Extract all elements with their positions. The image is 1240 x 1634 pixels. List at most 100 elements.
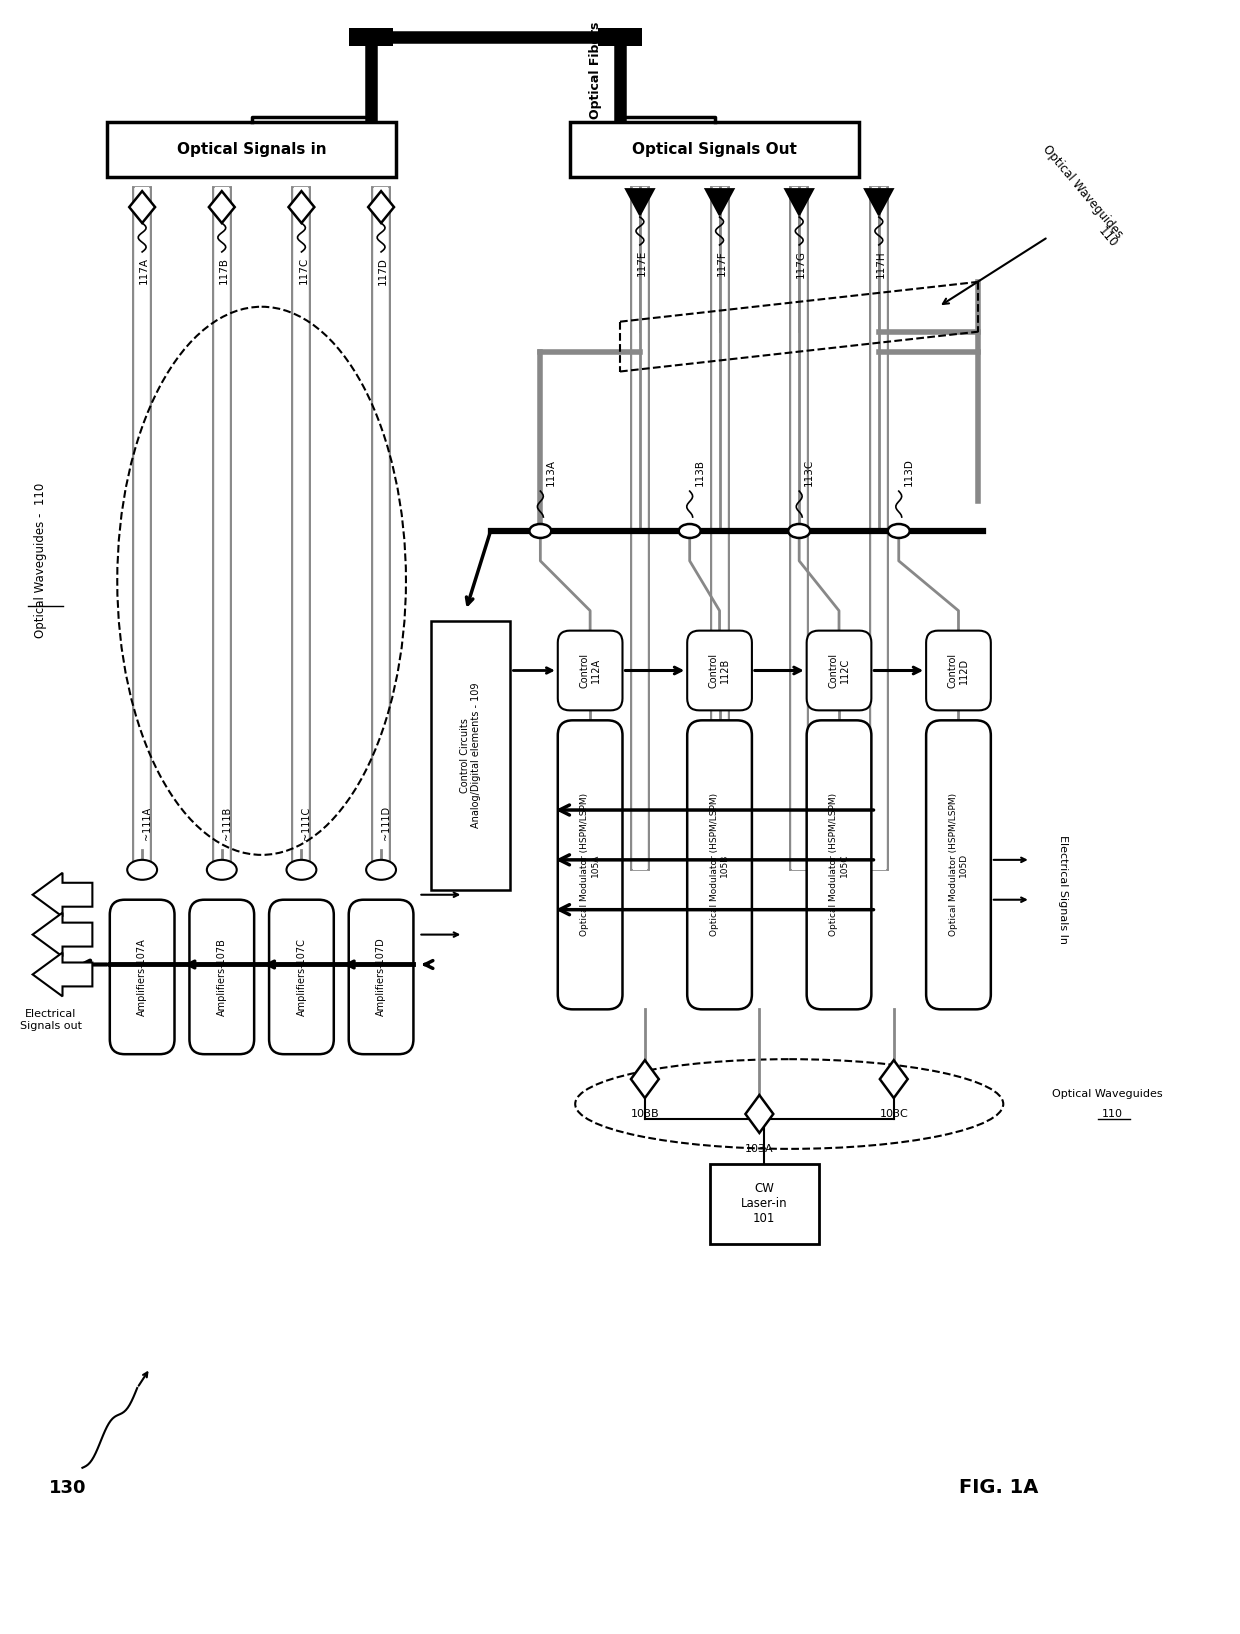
Text: 113B: 113B: [694, 459, 704, 487]
FancyBboxPatch shape: [687, 721, 751, 1010]
Text: Amplifiers-107D: Amplifiers-107D: [376, 938, 386, 1016]
Polygon shape: [32, 913, 92, 956]
Text: Control Circuits
Analog/Digital elements - 109: Control Circuits Analog/Digital elements…: [460, 683, 481, 828]
Text: 103C: 103C: [879, 1109, 908, 1119]
Bar: [372, 188, 391, 869]
Bar: [792, 188, 806, 869]
Bar: [790, 188, 808, 869]
Text: Optical Waveguides: Optical Waveguides: [1040, 144, 1126, 242]
Polygon shape: [864, 190, 893, 216]
Ellipse shape: [366, 859, 396, 879]
Text: 117G: 117G: [796, 250, 806, 278]
Text: 117E: 117E: [637, 250, 647, 276]
Text: 103A: 103A: [745, 1144, 774, 1154]
Polygon shape: [626, 190, 653, 216]
Polygon shape: [631, 1060, 658, 1098]
Text: Amplifiers-107B: Amplifiers-107B: [217, 938, 227, 1016]
Ellipse shape: [888, 525, 910, 538]
Text: Optical Waveguides -  110: Optical Waveguides - 110: [35, 484, 47, 639]
Text: Optical Waveguides: Optical Waveguides: [1053, 1088, 1163, 1100]
Bar: [374, 188, 388, 869]
Bar: [133, 188, 151, 869]
FancyBboxPatch shape: [558, 631, 622, 711]
Bar: [632, 188, 647, 869]
Text: Electrical
Signals out: Electrical Signals out: [20, 1010, 82, 1031]
Text: 113D: 113D: [904, 458, 914, 487]
Text: CW
Laser-in
101: CW Laser-in 101: [742, 1181, 787, 1226]
Text: 113C: 113C: [805, 459, 815, 487]
Ellipse shape: [286, 859, 316, 879]
Text: Optical Signals Out: Optical Signals Out: [632, 142, 797, 157]
Polygon shape: [32, 953, 92, 997]
Polygon shape: [289, 191, 315, 222]
Bar: [430, 621, 511, 891]
Ellipse shape: [789, 525, 810, 538]
Text: Electrical Signals In: Electrical Signals In: [1058, 835, 1068, 944]
Bar: [350, 28, 393, 46]
Text: 117B: 117B: [218, 257, 229, 284]
Text: ~111D: ~111D: [381, 806, 391, 840]
FancyBboxPatch shape: [926, 721, 991, 1010]
Text: ~111A: ~111A: [143, 807, 153, 840]
Bar: [711, 188, 729, 869]
Text: ~111B: ~111B: [222, 807, 232, 840]
Ellipse shape: [529, 525, 552, 538]
Polygon shape: [129, 191, 155, 222]
Polygon shape: [208, 191, 234, 222]
Text: 117A: 117A: [139, 257, 149, 284]
Bar: [570, 123, 859, 176]
FancyBboxPatch shape: [558, 721, 622, 1010]
Text: Optical Signals in: Optical Signals in: [177, 142, 326, 157]
Text: Amplifiers-107C: Amplifiers-107C: [296, 938, 306, 1016]
Text: 117H: 117H: [875, 250, 885, 278]
Text: Optical Modulator (HSPM/LSPM)
105C: Optical Modulator (HSPM/LSPM) 105C: [830, 792, 848, 936]
Ellipse shape: [678, 525, 701, 538]
Bar: [709, 1163, 820, 1243]
Polygon shape: [706, 190, 734, 216]
Polygon shape: [880, 1060, 908, 1098]
Text: Optical Fibers: Optical Fibers: [589, 21, 601, 119]
Bar: [872, 188, 885, 869]
Text: Control
112A: Control 112A: [579, 654, 601, 688]
Bar: [108, 123, 396, 176]
FancyBboxPatch shape: [110, 900, 175, 1054]
Text: Control
112D: Control 112D: [947, 654, 970, 688]
Text: 117F: 117F: [717, 250, 727, 276]
Text: Amplifiers-107A: Amplifiers-107A: [138, 938, 148, 1016]
FancyBboxPatch shape: [269, 900, 334, 1054]
Bar: [631, 188, 649, 869]
Text: 110: 110: [1102, 1109, 1123, 1119]
Text: Control
112B: Control 112B: [709, 654, 730, 688]
Polygon shape: [368, 191, 394, 222]
FancyBboxPatch shape: [926, 631, 991, 711]
Bar: [215, 188, 228, 869]
Polygon shape: [745, 1095, 774, 1132]
Bar: [870, 188, 888, 869]
Text: 113A: 113A: [546, 459, 556, 487]
Text: Control
112C: Control 112C: [828, 654, 849, 688]
Bar: [293, 188, 310, 869]
Bar: [213, 188, 231, 869]
FancyBboxPatch shape: [190, 900, 254, 1054]
Bar: [135, 188, 149, 869]
FancyBboxPatch shape: [687, 631, 751, 711]
Text: 130: 130: [48, 1479, 87, 1497]
FancyBboxPatch shape: [348, 900, 413, 1054]
Ellipse shape: [128, 859, 157, 879]
Bar: [713, 188, 727, 869]
Text: Optical Modulator (HSPM/LSPM)
105A: Optical Modulator (HSPM/LSPM) 105A: [580, 792, 600, 936]
Text: 110: 110: [1096, 224, 1120, 250]
Text: 117C: 117C: [299, 257, 309, 284]
Ellipse shape: [207, 859, 237, 879]
Text: ~111C: ~111C: [301, 807, 311, 840]
FancyBboxPatch shape: [807, 631, 872, 711]
Text: Optical Modulator (HSPM/LSPM)
105B: Optical Modulator (HSPM/LSPM) 105B: [709, 792, 729, 936]
Polygon shape: [785, 190, 813, 216]
Polygon shape: [32, 873, 92, 917]
Text: 117D: 117D: [378, 257, 388, 284]
Bar: [598, 28, 642, 46]
Text: 103B: 103B: [631, 1109, 660, 1119]
Bar: [294, 188, 309, 869]
Text: Optical Modulator (HSPM/LSPM)
105D: Optical Modulator (HSPM/LSPM) 105D: [949, 792, 968, 936]
Text: FIG. 1A: FIG. 1A: [959, 1479, 1038, 1497]
